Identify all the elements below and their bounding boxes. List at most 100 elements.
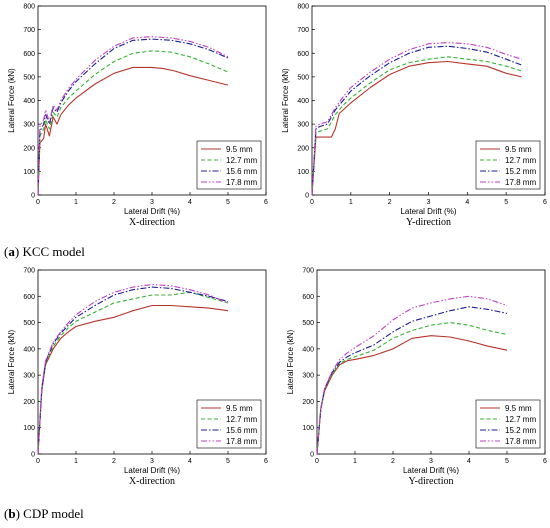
- y-tick-label: 400: [23, 98, 35, 105]
- y-tick-label: 700: [23, 268, 35, 275]
- y-tick-label: 600: [23, 51, 35, 58]
- y-tick-label: 500: [23, 74, 35, 81]
- x-tick-label: 2: [112, 458, 116, 465]
- legend-entry: 15.6 mm: [226, 167, 257, 176]
- chart-panel-1: 0 1 2 3 4 5 6 0 100 200 300 400 500 600 700 800 Lateral …: [7, 4, 268, 229]
- legend-entry: 12.7 mm: [226, 156, 257, 165]
- series-line-1: [37, 66, 229, 196]
- series-line-4: [37, 36, 229, 196]
- x-tick-label: 6: [543, 458, 547, 465]
- y-axis-label: Lateral Force (kN): [286, 329, 295, 394]
- direction-label: Y-direction: [409, 476, 454, 487]
- x-tick-label: 0: [315, 458, 319, 465]
- legend: 9.5 mm 12.7 mm 15.6 mm 17.8 mm: [196, 399, 262, 449]
- caption-a-text: KCC model: [19, 244, 85, 259]
- direction-label: Y-direction: [406, 217, 451, 228]
- x-axis-label: Lateral Drift (%): [403, 466, 459, 475]
- y-axis-label: Lateral Force (kN): [7, 329, 16, 394]
- series-line-2: [311, 56, 522, 196]
- x-tick-label: 0: [36, 199, 40, 206]
- legend-entry: 9.5 mm: [505, 404, 532, 413]
- legend-entry: 17.8 mm: [505, 178, 536, 187]
- x-tick-label: 5: [505, 458, 509, 465]
- x-tick-label: 1: [74, 458, 78, 465]
- x-tick-label: 3: [429, 458, 433, 465]
- y-tick-label: 200: [23, 399, 35, 406]
- legend-entry: 12.7 mm: [226, 415, 257, 424]
- direction-label: X-direction: [129, 217, 175, 228]
- x-tick-label: 5: [504, 199, 508, 206]
- series-line-4: [311, 42, 522, 196]
- direction-label: X-direction: [129, 476, 175, 487]
- y-tick-label: 400: [297, 98, 309, 105]
- series-line-3: [311, 45, 522, 196]
- x-tick-label: 3: [427, 199, 431, 206]
- legend-entry: 15.2 mm: [505, 167, 536, 176]
- y-tick-label: 0: [31, 452, 35, 459]
- y-tick-label: 700: [23, 27, 35, 34]
- legend: 9.5 mm 12.7 mm 15.2 mm 17.8 mm: [475, 140, 541, 190]
- caption-a-letter: a: [8, 244, 15, 259]
- y-tick-label: 200: [23, 145, 35, 152]
- y-tick-label: 0: [310, 452, 314, 459]
- x-tick-label: 6: [264, 458, 268, 465]
- caption-b-text: CDP model: [20, 506, 84, 521]
- legend-entry: 17.8 mm: [505, 437, 536, 446]
- x-axis-label: Lateral Drift (%): [124, 207, 180, 216]
- legend-entry: 9.5 mm: [505, 145, 532, 154]
- chart-panel-2: 0 1 2 3 4 5 6 0 100 200 300 400 500 600 700 800 Lateral …: [281, 4, 547, 229]
- y-tick-label: 500: [297, 74, 309, 81]
- y-axis-label: Lateral Force (kN): [7, 68, 16, 133]
- legend-entry: 17.8 mm: [226, 437, 257, 446]
- series-line-1: [316, 335, 508, 455]
- chart-panel-3: 0 1 2 3 4 5 6 0 100 200 300 400 500 600 700 Lateral Dri…: [7, 268, 268, 488]
- x-tick-label: 0: [36, 458, 40, 465]
- y-tick-label: 800: [23, 4, 35, 11]
- y-tick-label: 200: [302, 399, 314, 406]
- x-tick-label: 1: [74, 199, 78, 206]
- y-tick-label: 400: [23, 346, 35, 353]
- y-tick-label: 400: [302, 346, 314, 353]
- legend-entry: 15.6 mm: [226, 426, 257, 435]
- y-tick-label: 100: [302, 425, 314, 432]
- x-tick-label: 2: [391, 458, 395, 465]
- y-tick-label: 700: [302, 268, 314, 275]
- caption-a: (a) KCC model: [4, 244, 85, 259]
- caption-b: (b) CDP model: [4, 506, 84, 521]
- x-tick-label: 6: [264, 199, 268, 206]
- legend-entry: 17.8 mm: [226, 178, 257, 187]
- x-tick-label: 1: [349, 199, 353, 206]
- legend: 9.5 mm 12.7 mm 15.6 mm 17.8 mm: [196, 140, 262, 190]
- x-tick-label: 4: [467, 458, 471, 465]
- y-tick-label: 200: [297, 145, 309, 152]
- x-tick-label: 4: [188, 199, 192, 206]
- y-tick-label: 100: [297, 169, 309, 176]
- x-tick-label: 2: [388, 199, 392, 206]
- x-tick-label: 3: [150, 458, 154, 465]
- y-tick-label: 100: [23, 169, 35, 176]
- y-tick-label: 600: [302, 294, 314, 301]
- legend-entry: 12.7 mm: [505, 156, 536, 165]
- series-line-2: [316, 322, 508, 455]
- series-line-2: [37, 291, 229, 455]
- series-line-4: [316, 295, 508, 455]
- y-tick-label: 600: [297, 51, 309, 58]
- y-tick-label: 300: [302, 373, 314, 380]
- y-tick-label: 800: [297, 4, 309, 11]
- y-tick-label: 500: [302, 320, 314, 327]
- y-axis-label: Lateral Force (kN): [281, 68, 290, 133]
- x-tick-label: 4: [465, 199, 469, 206]
- x-tick-label: 4: [188, 458, 192, 465]
- y-tick-label: 0: [31, 193, 35, 200]
- x-axis-label: Lateral Drift (%): [124, 466, 180, 475]
- x-tick-label: 1: [353, 458, 357, 465]
- x-tick-label: 2: [112, 199, 116, 206]
- legend-entry: 9.5 mm: [226, 404, 253, 413]
- y-tick-label: 300: [297, 122, 309, 129]
- x-tick-label: 6: [543, 199, 547, 206]
- y-tick-label: 500: [23, 320, 35, 327]
- series-line-1: [37, 304, 229, 455]
- legend-entry: 15.2 mm: [505, 426, 536, 435]
- y-tick-label: 700: [297, 27, 309, 34]
